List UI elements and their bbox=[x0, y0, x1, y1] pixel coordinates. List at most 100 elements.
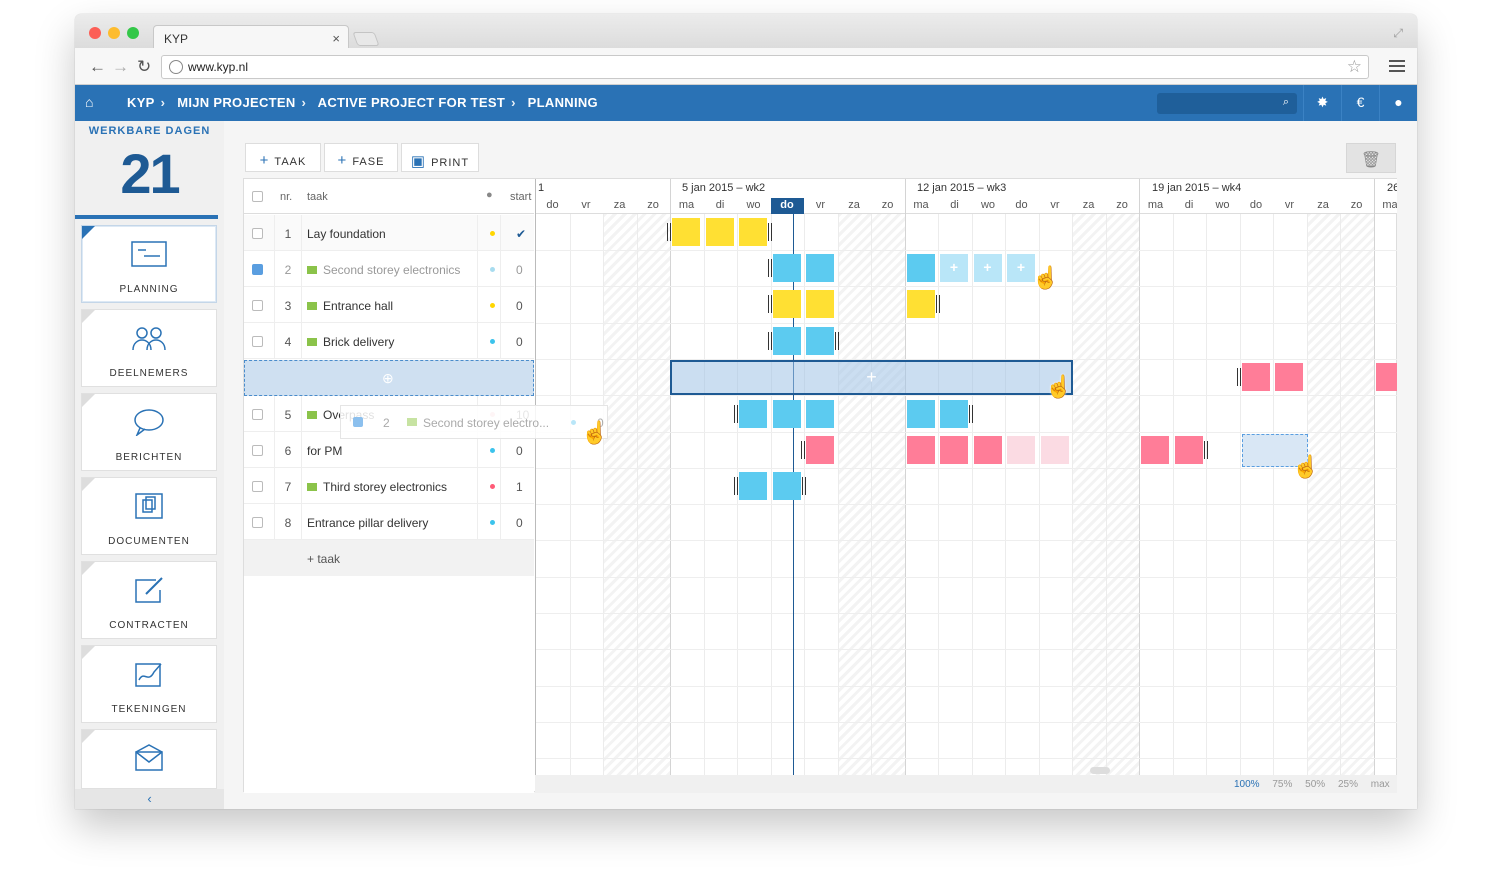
task-bar[interactable] bbox=[806, 290, 834, 318]
task-bar[interactable] bbox=[705, 218, 734, 246]
resize-handle[interactable] bbox=[801, 477, 806, 495]
sidebar-item-deelnemers[interactable]: DEELNEMERS bbox=[81, 309, 217, 387]
print-button[interactable]: ▣ PRINT bbox=[401, 143, 479, 172]
trash-icon[interactable]: 🗑 bbox=[1346, 143, 1396, 173]
sidebar-item-mail[interactable] bbox=[81, 729, 217, 789]
task-bar[interactable] bbox=[940, 436, 968, 464]
forward-arrow-icon[interactable]: → bbox=[112, 57, 129, 76]
table-row[interactable]: 4 Brick delivery 0 bbox=[244, 323, 534, 359]
task-bar[interactable]: + bbox=[1007, 254, 1035, 282]
row-checkbox[interactable] bbox=[252, 228, 263, 239]
add-task-button[interactable]: + TAAK bbox=[245, 143, 321, 172]
resize-handle[interactable] bbox=[1203, 441, 1208, 459]
row-task-name[interactable]: Lay foundation bbox=[307, 227, 386, 241]
settings-gear-icon[interactable]: ✸ bbox=[1303, 85, 1341, 121]
task-bar[interactable] bbox=[906, 436, 935, 464]
resize-handle[interactable] bbox=[969, 405, 973, 423]
table-row[interactable]: 1 Lay foundation ✔ bbox=[244, 215, 534, 251]
tab-close-icon[interactable]: × bbox=[332, 31, 340, 46]
row-checkbox[interactable] bbox=[252, 409, 263, 420]
scroll-thumb[interactable] bbox=[1090, 767, 1110, 774]
row-task-name[interactable]: Brick delivery bbox=[307, 335, 394, 349]
row-checkbox[interactable] bbox=[252, 517, 263, 528]
row-task-name[interactable]: Third storey electronics bbox=[307, 480, 447, 494]
search-input[interactable]: ⌕ bbox=[1157, 93, 1297, 114]
row-task-name[interactable]: Second storey electronics bbox=[307, 263, 460, 277]
task-bar[interactable] bbox=[806, 436, 834, 464]
task-bar[interactable]: + bbox=[973, 254, 1002, 282]
task-bar[interactable] bbox=[1040, 436, 1069, 464]
new-tab-button[interactable] bbox=[352, 32, 380, 46]
horizontal-scrollbar[interactable] bbox=[535, 767, 1397, 793]
phase-drop-row[interactable]: ⊕ bbox=[244, 360, 534, 396]
task-bar[interactable]: + bbox=[940, 254, 968, 282]
task-bar[interactable] bbox=[772, 472, 801, 500]
phase-selection-box[interactable]: + bbox=[670, 360, 1073, 395]
resize-handle[interactable] bbox=[801, 441, 805, 459]
zoom-max[interactable]: max bbox=[1370, 779, 1390, 790]
row-checkbox[interactable] bbox=[252, 336, 263, 347]
bookmark-star-icon[interactable]: ☆ bbox=[1346, 57, 1362, 76]
table-row[interactable]: 7 Third storey electronics 1 bbox=[244, 468, 534, 504]
task-bar[interactable] bbox=[1141, 436, 1169, 464]
resize-handle[interactable] bbox=[767, 332, 772, 350]
row-checkbox[interactable] bbox=[252, 264, 263, 275]
task-bar[interactable] bbox=[806, 254, 834, 282]
close-dot-icon[interactable] bbox=[89, 27, 101, 39]
task-bar[interactable] bbox=[940, 400, 968, 428]
task-bar[interactable] bbox=[1007, 436, 1035, 464]
home-icon[interactable]: ⌂ bbox=[85, 94, 94, 110]
row-task-name[interactable]: Entrance hall bbox=[307, 299, 393, 313]
add-phase-button[interactable]: + FASE bbox=[324, 143, 398, 172]
zoom-25[interactable]: 25% bbox=[1337, 779, 1358, 790]
table-row[interactable]: 8 Entrance pillar delivery 0 bbox=[244, 504, 534, 540]
task-bar[interactable] bbox=[739, 472, 767, 500]
task-bar[interactable] bbox=[806, 327, 834, 355]
task-bar[interactable] bbox=[906, 290, 935, 318]
table-row[interactable]: 2 Second storey electronics 0 bbox=[244, 251, 534, 287]
resize-handle[interactable] bbox=[1236, 368, 1241, 386]
task-bar[interactable] bbox=[973, 436, 1002, 464]
sidebar-item-planning[interactable]: PLANNING bbox=[81, 225, 217, 303]
currency-euro-icon[interactable]: € bbox=[1341, 85, 1379, 121]
crumb-planning[interactable]: PLANNING bbox=[527, 95, 598, 110]
resize-handle[interactable] bbox=[835, 332, 839, 350]
task-bar[interactable] bbox=[906, 400, 935, 428]
sidebar-item-tekeningen[interactable]: TEKENINGEN bbox=[81, 645, 217, 723]
sidebar-item-documenten[interactable]: DOCUMENTEN bbox=[81, 477, 217, 555]
row-task-name[interactable]: for PM bbox=[307, 444, 343, 458]
resize-handle[interactable] bbox=[734, 405, 738, 423]
crumb-project[interactable]: ACTIVE PROJECT FOR TEST bbox=[317, 95, 506, 110]
search-icon[interactable]: ⌕ bbox=[1282, 96, 1289, 108]
table-row[interactable]: 3 Entrance hall 0 bbox=[244, 287, 534, 323]
resize-handle[interactable] bbox=[768, 223, 772, 241]
task-bar[interactable] bbox=[772, 254, 801, 282]
minimize-dot-icon[interactable] bbox=[108, 27, 120, 39]
task-bar[interactable] bbox=[806, 400, 834, 428]
address-bar[interactable]: www.kyp.nl ☆ bbox=[161, 55, 1369, 79]
resize-handle[interactable] bbox=[667, 223, 671, 241]
browser-menu-icon[interactable] bbox=[1389, 60, 1405, 75]
task-bar[interactable] bbox=[906, 254, 935, 282]
back-arrow-icon[interactable]: ← bbox=[89, 57, 106, 76]
task-bar[interactable] bbox=[739, 400, 767, 428]
row-checkbox[interactable] bbox=[252, 300, 263, 311]
row-checkbox[interactable] bbox=[252, 445, 263, 456]
crumb-mijn-projecten[interactable]: MIJN PROJECTEN bbox=[177, 95, 296, 110]
task-bar[interactable] bbox=[672, 218, 700, 246]
add-task-row[interactable]: + taak bbox=[244, 540, 534, 576]
select-all-checkbox[interactable] bbox=[252, 191, 263, 202]
browser-tab[interactable]: KYP × bbox=[153, 25, 349, 49]
resize-handle[interactable] bbox=[935, 295, 940, 313]
sidebar-item-berichten[interactable]: BERICHTEN bbox=[81, 393, 217, 471]
user-icon[interactable]: ● bbox=[1379, 85, 1417, 121]
task-bar[interactable] bbox=[772, 290, 801, 318]
reload-icon[interactable]: ↻ bbox=[137, 57, 152, 76]
row-task-name[interactable]: Entrance pillar delivery bbox=[307, 516, 429, 530]
resize-handle[interactable] bbox=[767, 259, 772, 277]
fullscreen-icon[interactable]: ⤢ bbox=[1393, 26, 1403, 40]
maximize-dot-icon[interactable] bbox=[127, 27, 139, 39]
zoom-75[interactable]: 75% bbox=[1272, 779, 1293, 790]
task-bar[interactable] bbox=[1375, 363, 1397, 391]
resize-handle[interactable] bbox=[734, 477, 738, 495]
